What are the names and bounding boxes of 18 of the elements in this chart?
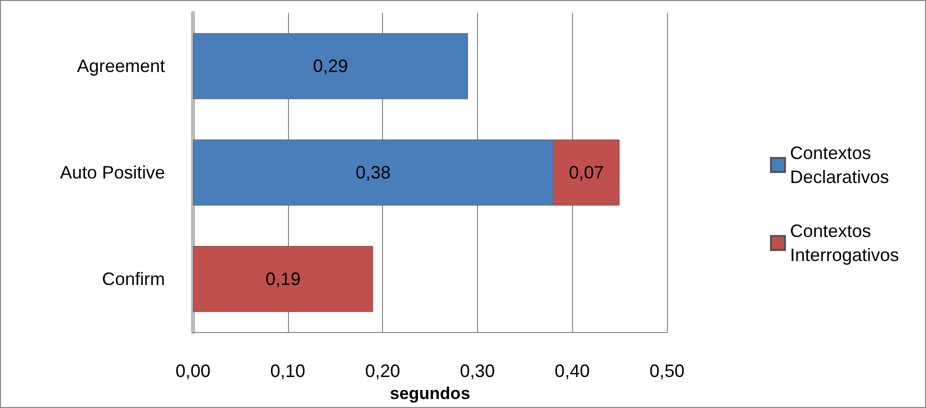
legend-label: Contextos Interrogativos (790, 221, 900, 265)
x-axis-title: segundos (390, 384, 470, 403)
x-tick-label: 0,30 (460, 361, 495, 382)
y-tick-label: Agreement (76, 56, 165, 76)
data-label: 0,29 (312, 56, 348, 76)
legend-label: Contextos Declarativos (790, 143, 890, 187)
x-tick-label: 0,20 (365, 361, 400, 382)
y-tick-label: Confirm (102, 268, 165, 289)
x-tick-label: 0,00 (175, 361, 211, 382)
y-tick-label: Auto Positive (60, 162, 165, 183)
x-tick-label: 0,10 (270, 361, 306, 382)
x-tick-label: 0,40 (554, 361, 590, 382)
bar (193, 33, 468, 100)
data-label: 0,19 (266, 268, 301, 289)
data-label: 0,38 (356, 162, 391, 183)
x-tick-label: 0,50 (649, 361, 685, 382)
data-label: 0,07 (568, 162, 604, 183)
bar (193, 246, 374, 312)
